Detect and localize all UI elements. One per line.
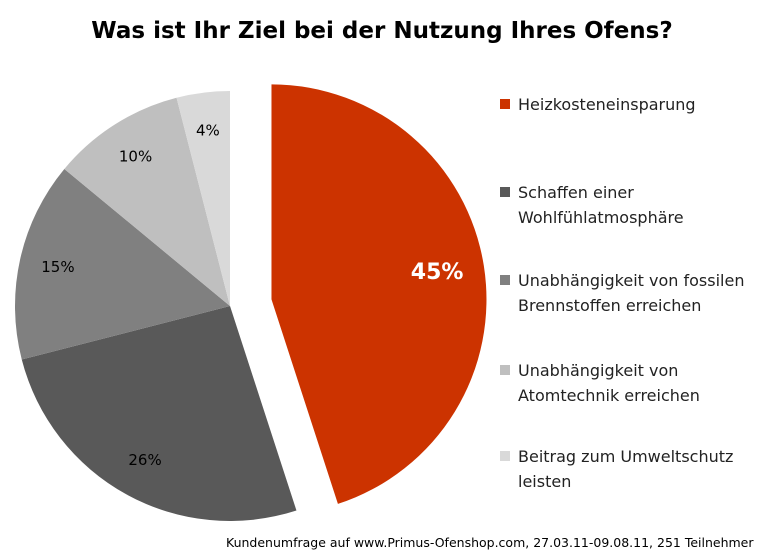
legend-label: Unabhängigkeit von fossilen Brennstoffen… xyxy=(518,271,745,315)
legend-swatch xyxy=(500,275,510,285)
pie-slice xyxy=(176,91,230,306)
slice-value-label: 10% xyxy=(119,148,152,166)
legend-swatch xyxy=(500,187,510,197)
chart-title: Was ist Ihr Ziel bei der Nutzung Ihres O… xyxy=(91,18,673,44)
legend-swatch xyxy=(500,365,510,375)
slice-value-label: 15% xyxy=(41,258,74,276)
slice-value-label: 45% xyxy=(411,260,464,285)
legend-label: Heizkosteneinsparung xyxy=(518,95,696,114)
legend-item: Unabhängigkeit von fossilen Brennstoffen… xyxy=(500,268,753,318)
legend-item: Schaffen einer Wohlfühlatmosphäre xyxy=(500,180,753,230)
slice-value-label: 26% xyxy=(128,451,161,469)
slice-value-label: 4% xyxy=(196,122,220,140)
legend-label: Unabhängigkeit von Atomtechnik erreichen xyxy=(518,361,700,405)
legend-label: Beitrag zum Umweltschutz leisten xyxy=(518,447,734,491)
pie-slice xyxy=(271,84,487,504)
pie-slice xyxy=(21,306,297,521)
legend-item: Beitrag zum Umweltschutz leisten xyxy=(500,444,753,494)
legend-swatch xyxy=(500,99,510,109)
source-footnote: Kundenumfrage auf www.Primus-Ofenshop.co… xyxy=(226,535,754,550)
pie-slice xyxy=(64,97,230,306)
pie-slice xyxy=(15,168,231,360)
legend-swatch xyxy=(500,451,510,461)
legend-item: Unabhängigkeit von Atomtechnik erreichen xyxy=(500,358,753,408)
legend-item: Heizkosteneinsparung xyxy=(500,92,753,117)
legend-label: Schaffen einer Wohlfühlatmosphäre xyxy=(518,183,684,227)
